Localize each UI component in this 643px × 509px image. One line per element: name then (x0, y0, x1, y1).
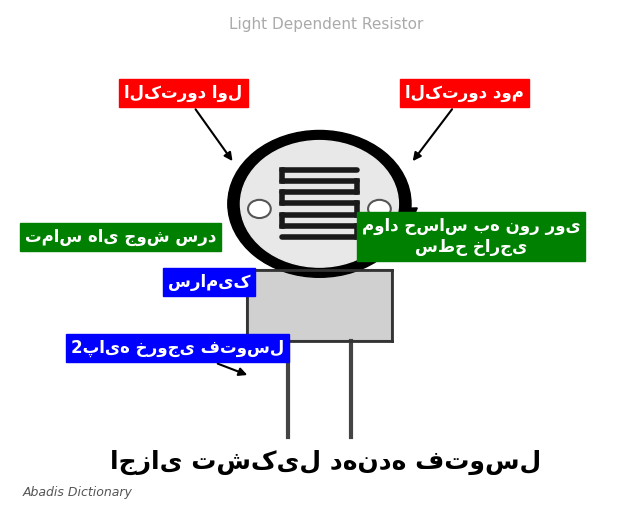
Text: الکترود اول: الکترود اول (125, 83, 242, 159)
Text: Abadis Dictionary: Abadis Dictionary (23, 486, 132, 499)
Text: تماس های جوش سرد: تماس های جوش سرد (24, 228, 216, 251)
Text: Light Dependent Resistor: Light Dependent Resistor (228, 17, 423, 32)
Circle shape (248, 200, 271, 218)
Text: سرامیک: سرامیک (168, 273, 250, 291)
Text: 2پایه خروجی فتوسل: 2پایه خروجی فتوسل (71, 339, 284, 375)
Text: اجزای تشکیل دهنده فتوسل: اجزای تشکیل دهنده فتوسل (110, 449, 541, 474)
Circle shape (228, 130, 411, 277)
Text: مواد حساس به نور روی
سطح خارجی: مواد حساس به نور روی سطح خارجی (361, 208, 581, 256)
Circle shape (240, 140, 399, 267)
FancyBboxPatch shape (247, 270, 392, 341)
Circle shape (368, 200, 391, 218)
Text: الکترود دوم: الکترود دوم (405, 83, 524, 159)
